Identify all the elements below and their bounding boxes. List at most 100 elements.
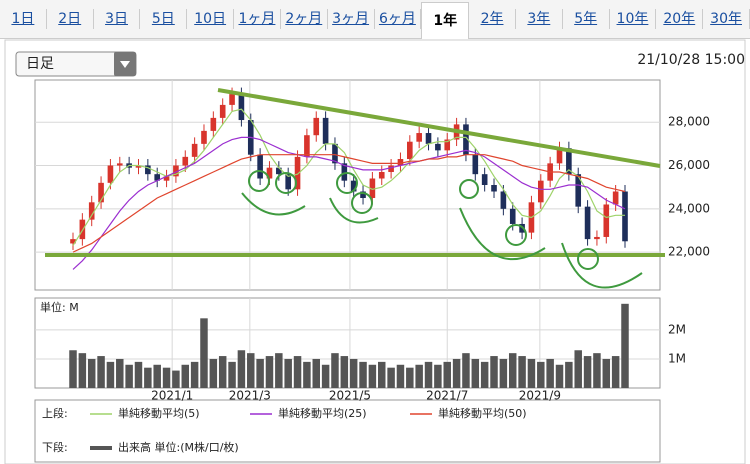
candle-body	[388, 165, 394, 173]
range-tab[interactable]: 2日	[47, 9, 94, 29]
candle-body	[425, 133, 432, 144]
timestamp: 21/10/28 15:00	[637, 52, 745, 68]
x-tick-label: 2021/7	[426, 389, 468, 403]
circle	[248, 170, 270, 192]
unit-label: 単位: M	[40, 300, 79, 314]
volume-bar	[583, 356, 592, 388]
volume-bar	[106, 361, 115, 388]
arc	[241, 192, 306, 216]
volume-bar	[555, 364, 564, 388]
candle-body	[584, 206, 591, 240]
y-tick-label: 2M	[668, 322, 686, 336]
candle-body	[491, 185, 497, 192]
candle-body	[229, 94, 235, 105]
range-tab[interactable]: 1年	[421, 1, 470, 39]
candle-body	[266, 167, 273, 179]
candle-body	[313, 117, 320, 136]
candle-body	[435, 143, 441, 151]
volume-bar	[303, 361, 311, 388]
range-tab[interactable]: 10日	[187, 9, 235, 29]
volume-bar	[247, 353, 255, 388]
y-tick-label: 24,000	[668, 201, 710, 215]
range-tab[interactable]: 30年	[703, 9, 750, 29]
candle-body	[201, 130, 207, 144]
volume-bar	[537, 361, 545, 388]
volume-bar	[284, 358, 292, 388]
chart: 日足 21/10/28 15:00 22,000 24,000 26,000 28,0…	[4, 39, 746, 464]
volume-bar	[490, 356, 498, 388]
candle-body	[285, 174, 291, 190]
volume-bar	[621, 303, 629, 388]
candle-body	[378, 172, 385, 179]
circle	[351, 192, 373, 214]
candle-body	[322, 117, 329, 144]
y-tick-label: 28,000	[668, 115, 710, 129]
range-tab[interactable]: 10年	[610, 9, 657, 29]
candle-body	[145, 165, 151, 175]
circle	[459, 179, 479, 199]
candle-body	[276, 167, 282, 175]
volume-bar	[340, 356, 349, 388]
candle-body	[556, 148, 563, 164]
legend-text: 単純移動平均(25)	[278, 406, 367, 420]
range-tab[interactable]: 5日	[140, 9, 188, 29]
volume-bar	[256, 358, 264, 388]
volume-bar	[424, 361, 433, 388]
range-tab[interactable]: 5年	[563, 9, 610, 29]
candle-body	[500, 191, 507, 209]
candle-body	[173, 165, 179, 177]
circle	[577, 248, 599, 270]
candle-body	[116, 163, 123, 166]
range-tab[interactable]: 2ヶ月	[281, 9, 328, 29]
volume-bar	[312, 358, 320, 388]
ma-line	[72, 108, 625, 246]
range-tab[interactable]: 1日	[0, 9, 47, 29]
range-tab[interactable]: 3年	[516, 9, 563, 29]
range-tab[interactable]: 2年	[469, 9, 516, 29]
volume-bar	[209, 358, 218, 388]
candle-body	[350, 180, 357, 192]
candle-body	[463, 124, 469, 155]
ma-line	[72, 136, 626, 270]
volume-bar	[228, 361, 236, 388]
volume-bar	[396, 364, 405, 388]
range-tab[interactable]: 6ヶ月	[375, 9, 422, 29]
candle-body	[304, 135, 310, 157]
volume-bar	[368, 364, 377, 388]
y-tick-label: 22,000	[668, 245, 710, 259]
dropdown-arrow	[120, 61, 130, 68]
volume-bar	[97, 356, 105, 388]
volume-bar	[153, 364, 161, 388]
volume-bar	[574, 350, 582, 388]
x-tick-label: 2021/5	[329, 389, 371, 403]
volume-bar	[499, 358, 508, 388]
volume-bar	[78, 353, 87, 388]
candle-body	[622, 191, 628, 242]
volume-bar	[602, 358, 611, 388]
dropdown-label[interactable]: 日足	[26, 56, 54, 72]
annotations	[45, 88, 665, 257]
arc	[459, 207, 546, 261]
volume-bar	[116, 358, 124, 388]
range-tab[interactable]: 20年	[656, 9, 704, 29]
circle	[505, 224, 527, 246]
legend-text: 単純移動平均(50)	[438, 406, 527, 420]
range-tab[interactable]: 1ヶ月	[234, 9, 281, 29]
volume-bar	[452, 358, 461, 388]
circle	[275, 172, 297, 194]
candle-body	[566, 148, 572, 175]
y-tick-label: 1M	[668, 351, 686, 365]
range-tab[interactable]: 3日	[94, 9, 141, 29]
candle-body	[444, 139, 451, 151]
candle-body	[481, 174, 488, 185]
volume-bar	[265, 356, 274, 388]
range-tab[interactable]: 3ヶ月	[328, 9, 375, 29]
volume-bar	[462, 353, 470, 388]
volume-bar	[321, 364, 330, 388]
candle-body	[88, 202, 95, 220]
volume-bar	[565, 361, 573, 388]
volume-bar	[387, 367, 395, 388]
candle-body	[509, 208, 516, 224]
candle-body	[332, 143, 338, 164]
volume-bar	[331, 353, 339, 388]
